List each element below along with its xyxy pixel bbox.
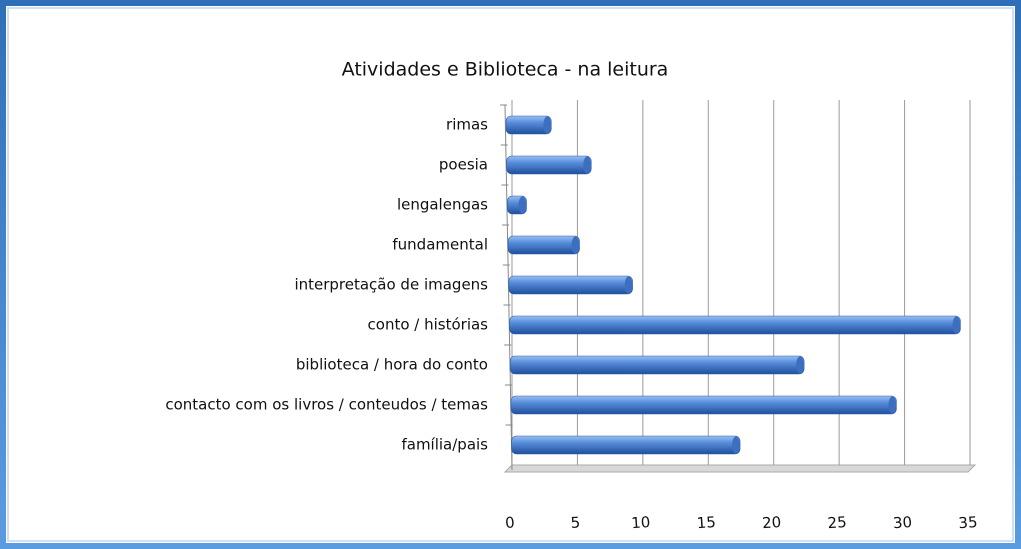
bar xyxy=(507,235,580,255)
bar-cap xyxy=(543,116,552,134)
bar xyxy=(509,315,961,335)
bar xyxy=(509,355,805,375)
x-tick-label: 15 xyxy=(696,513,716,532)
bar-cap xyxy=(571,236,580,254)
bar-cap xyxy=(888,396,897,414)
y-tick-label: lengalengas xyxy=(397,196,488,214)
y-tick-label: fundamental xyxy=(392,236,488,254)
x-tick-label: 0 xyxy=(505,513,516,532)
x-tick-label: 10 xyxy=(631,513,651,532)
x-tick-label: 5 xyxy=(570,513,581,532)
bar xyxy=(510,395,897,415)
bar xyxy=(506,155,592,175)
bar-cap xyxy=(952,316,961,334)
y-tick-label: rimas xyxy=(446,116,488,134)
x-tick-label: 30 xyxy=(892,513,912,532)
x-tick-label: 25 xyxy=(827,513,847,532)
bar-cap xyxy=(796,356,805,374)
y-tick-label: poesia xyxy=(439,156,488,174)
bar-cap xyxy=(624,276,633,294)
y-tick-label: interpretação de imagens xyxy=(294,276,488,294)
floor xyxy=(503,464,977,473)
frame-inner xyxy=(7,7,1014,542)
bar-cap xyxy=(732,436,741,454)
bar xyxy=(508,275,633,295)
x-tick-label: 35 xyxy=(958,513,978,532)
y-tick-label: contacto com os livros / conteudos / tem… xyxy=(165,396,488,414)
y-tick-label: conto / histórias xyxy=(368,316,489,334)
y-tick-label: biblioteca / hora do conto xyxy=(296,356,488,374)
bar xyxy=(511,435,741,455)
bar-cap xyxy=(518,196,527,214)
y-tick-label: família/pais xyxy=(401,436,488,454)
bar-cap xyxy=(583,156,592,174)
chart-title: Atividades e Biblioteca - na leitura xyxy=(342,59,669,81)
x-tick-label: 20 xyxy=(762,513,782,532)
